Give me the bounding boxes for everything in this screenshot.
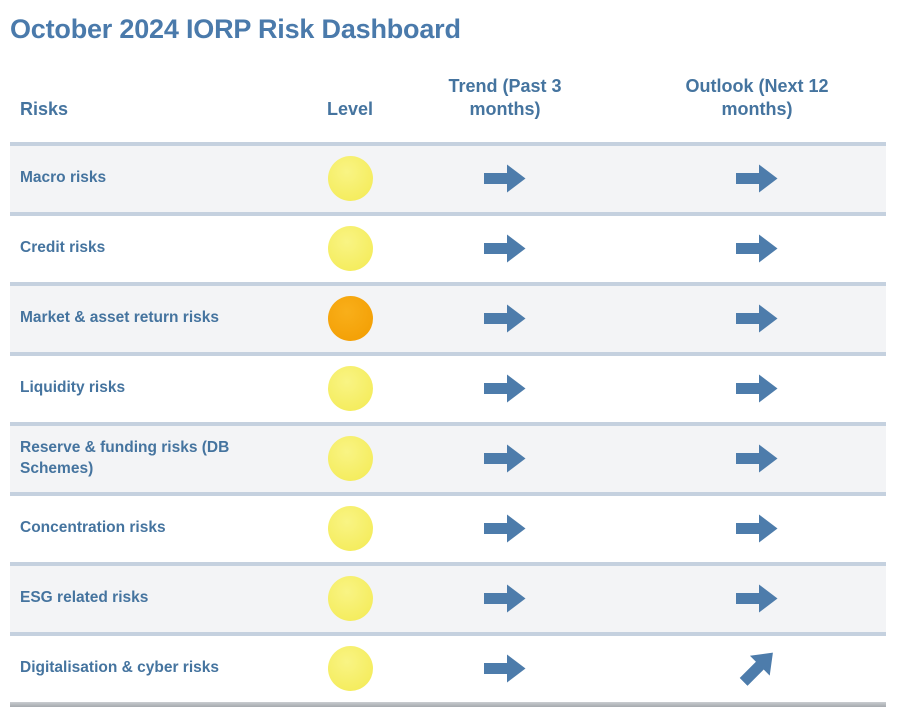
risk-level-cell (290, 366, 410, 412)
risk-level-cell (290, 646, 410, 692)
column-header-level-label: Level (326, 99, 374, 120)
risk-level-cell (290, 506, 410, 552)
risk-level-indicator (327, 366, 373, 412)
risk-level-indicator (327, 436, 373, 482)
outlook-arrow-icon (736, 164, 778, 193)
risk-name-cell: Market & asset return risks (10, 308, 290, 329)
trend-cell (410, 654, 600, 683)
outlook-cell (600, 164, 886, 193)
table-row: Market & asset return risks (10, 281, 886, 352)
risk-level-indicator (327, 296, 373, 342)
risk-level-cell (290, 226, 410, 272)
column-header-trend: Trend (Past 3 months) (410, 75, 600, 122)
risk-table: Risks Level Trend (Past 3 months) Outloo… (10, 45, 886, 702)
trend-arrow-icon (484, 304, 526, 333)
risk-name: Reserve & funding risks (DB Schemes) (20, 438, 230, 477)
column-header-outlook-label: Outlook (Next 12 months) (685, 76, 829, 120)
table-row: ESG related risks (10, 561, 886, 632)
trend-cell (410, 584, 600, 613)
outlook-arrow-icon (736, 584, 778, 613)
trend-arrow-icon (484, 654, 526, 683)
risk-level-indicator (327, 646, 373, 692)
outlook-cell (600, 234, 886, 263)
trend-cell (410, 514, 600, 543)
trend-cell (410, 304, 600, 333)
risk-name: Digitalisation & cyber risks (20, 659, 219, 677)
risk-name-cell: Digitalisation & cyber risks (10, 658, 290, 679)
trend-arrow-icon (484, 234, 526, 263)
risk-level-indicator (327, 226, 373, 272)
risk-level-cell (290, 436, 410, 482)
trend-arrow-icon (484, 374, 526, 403)
risk-level-indicator (327, 156, 373, 202)
trend-arrow-icon (484, 584, 526, 613)
risk-name: Credit risks (20, 239, 106, 257)
risk-level-indicator (327, 576, 373, 622)
trend-cell (410, 234, 600, 263)
risk-name-cell: ESG related risks (10, 588, 290, 609)
outlook-cell (600, 514, 886, 543)
table-row: Concentration risks (10, 491, 886, 562)
outlook-arrow-icon (736, 374, 778, 403)
outlook-cell (600, 304, 886, 333)
trend-cell (410, 444, 600, 473)
table-row: Macro risks (10, 141, 886, 212)
column-header-outlook: Outlook (Next 12 months) (600, 75, 886, 122)
outlook-cell (600, 374, 886, 403)
dashboard-title: October 2024 IORP Risk Dashboard (10, 14, 461, 44)
table-bottom-border (10, 701, 886, 707)
outlook-arrow-icon (736, 514, 778, 543)
table-header-row: Risks Level Trend (Past 3 months) Outloo… (10, 45, 886, 142)
table-body: Macro risks Credit risks (10, 141, 886, 702)
risk-name-cell: Reserve & funding risks (DB Schemes) (10, 438, 290, 480)
column-header-risks-label: Risks (20, 99, 69, 120)
risk-name: Liquidity risks (20, 379, 126, 397)
outlook-arrow-icon (736, 444, 778, 473)
risk-name-cell: Credit risks (10, 238, 290, 259)
risk-name: Macro risks (20, 169, 107, 187)
outlook-cell (600, 584, 886, 613)
risk-level-cell (290, 576, 410, 622)
risk-name: Market & asset return risks (20, 309, 220, 327)
risk-level-cell (290, 296, 410, 342)
risk-name-cell: Liquidity risks (10, 378, 290, 399)
table-row: Liquidity risks (10, 351, 886, 422)
column-header-level: Level (290, 98, 410, 121)
column-header-risks: Risks (10, 98, 290, 121)
table-row: Digitalisation & cyber risks (10, 631, 886, 702)
risk-level-cell (290, 156, 410, 202)
risk-name: ESG related risks (20, 589, 149, 607)
trend-arrow-icon (484, 444, 526, 473)
outlook-cell (600, 444, 886, 473)
outlook-arrow-icon (739, 652, 773, 687)
risk-level-indicator (327, 506, 373, 552)
column-header-trend-label: Trend (Past 3 months) (448, 76, 562, 120)
table-row: Credit risks (10, 211, 886, 282)
trend-arrow-icon (484, 514, 526, 543)
risk-name-cell: Macro risks (10, 168, 290, 189)
trend-cell (410, 374, 600, 403)
outlook-arrow-icon (736, 234, 778, 263)
outlook-cell (600, 652, 886, 687)
risk-name-cell: Concentration risks (10, 518, 290, 539)
risk-name: Concentration risks (20, 519, 166, 537)
trend-cell (410, 164, 600, 193)
trend-arrow-icon (484, 164, 526, 193)
outlook-arrow-icon (736, 304, 778, 333)
table-row: Reserve & funding risks (DB Schemes) (10, 421, 886, 492)
